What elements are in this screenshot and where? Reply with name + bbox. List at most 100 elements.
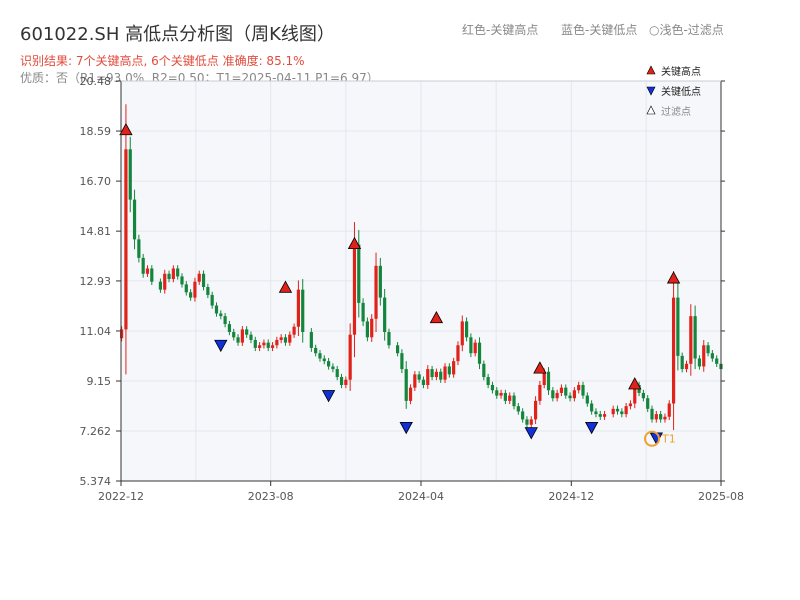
candle-body (404, 369, 408, 401)
key-high-marker (347, 236, 362, 250)
candle-body (633, 384, 637, 404)
legend-high-label: 关键高点 (661, 65, 701, 78)
candle-body (132, 199, 137, 240)
candle-body (171, 268, 175, 280)
candle-body (525, 419, 529, 425)
candle-body (232, 332, 236, 338)
candle-body (542, 371, 546, 385)
key-low-marker (524, 427, 538, 440)
candle-body (706, 345, 710, 354)
candle-body (357, 244, 361, 303)
candle-body (615, 408, 620, 412)
candle-body (309, 332, 313, 348)
candle-body (564, 387, 568, 396)
candle-body (374, 265, 378, 319)
key-low-marker (399, 421, 413, 435)
candle-body (258, 345, 262, 348)
candle-body (624, 406, 628, 415)
chart-title: 601022.SH 高低点分析图（周K线图） (20, 24, 335, 45)
candle-body (508, 395, 512, 401)
candle-body (654, 414, 658, 420)
candle-body (676, 297, 680, 356)
candle-body (434, 371, 439, 378)
candle-body (339, 377, 344, 385)
candle-body (219, 313, 223, 317)
candle-body (559, 387, 564, 393)
candle-body (189, 292, 193, 298)
candle-body (659, 414, 663, 420)
candle-body (240, 329, 244, 343)
y-tick-label: 11.04 (80, 325, 112, 338)
candle-body (124, 149, 128, 330)
y-tick-label: 20.48 (80, 75, 112, 88)
color-hint-blue: 蓝色-关键低点 (561, 23, 638, 37)
candle-body (137, 239, 141, 258)
candle-body (521, 411, 525, 420)
candle-body (120, 329, 124, 339)
candle-body (581, 384, 585, 396)
candle-body (279, 337, 283, 340)
candle-body (176, 268, 180, 277)
legend-low-label: 关键低点 (661, 85, 701, 98)
candle-body (693, 316, 697, 359)
candle-body (577, 384, 581, 391)
candle-body (628, 403, 633, 407)
candle-body (378, 265, 382, 298)
candle-body (331, 366, 335, 370)
key-high-marker (533, 361, 547, 374)
candle-body (322, 358, 326, 362)
candle-body (395, 345, 400, 354)
result-summary: 识别结果: 7个关键高点, 6个关键低点 准确度: 85.1% (20, 54, 305, 68)
candle-body (590, 403, 594, 412)
key-high-marker (278, 280, 293, 293)
candle-body (193, 281, 197, 298)
candle-body (482, 363, 486, 378)
candle-body (206, 287, 210, 295)
candle-body (641, 392, 645, 399)
candle-body (667, 403, 671, 417)
candle-body (460, 321, 464, 346)
legend-low-icon (646, 86, 656, 96)
candle-body (344, 379, 348, 385)
candle-body (296, 289, 301, 327)
y-tick-label: 18.59 (80, 125, 112, 138)
y-tick-label: 14.81 (80, 225, 112, 238)
candle-body (400, 353, 404, 370)
y-tick-label: 12.93 (80, 275, 112, 288)
candle-body (598, 414, 602, 417)
candle-body (611, 408, 615, 415)
candle-body (270, 345, 275, 348)
candle-body (499, 392, 503, 396)
candle-body (236, 337, 240, 343)
legend-filtered-icon (646, 105, 656, 115)
candle-body (646, 398, 650, 409)
x-tick-label: 2023-08 (248, 490, 294, 503)
key-low-marker (321, 390, 336, 403)
candle-body (335, 369, 339, 378)
candle-body (538, 384, 542, 401)
candle-body (689, 316, 693, 364)
candle-body (275, 339, 279, 346)
t1-label: T1 (661, 433, 676, 446)
candle-body (620, 411, 624, 415)
candle-body (314, 347, 318, 354)
candle-body (417, 374, 421, 380)
candle-body (214, 305, 219, 314)
candle-body (201, 273, 206, 288)
candle-body (512, 395, 516, 407)
candle-body (145, 268, 150, 274)
candle-body (413, 374, 417, 388)
candle-body (697, 358, 702, 367)
candle-body (594, 411, 598, 415)
candle-body (245, 329, 249, 335)
candle-body (318, 353, 322, 359)
candle-body (671, 297, 676, 404)
candle-body (680, 355, 684, 370)
y-tick-label: 5.374 (80, 475, 112, 488)
candle-body (361, 302, 365, 322)
candle-body (516, 406, 520, 412)
y-tick-label: 9.15 (87, 375, 112, 388)
candle-body (602, 414, 607, 417)
candle-body (408, 387, 413, 401)
x-tick-label: 2024-04 (398, 490, 444, 503)
